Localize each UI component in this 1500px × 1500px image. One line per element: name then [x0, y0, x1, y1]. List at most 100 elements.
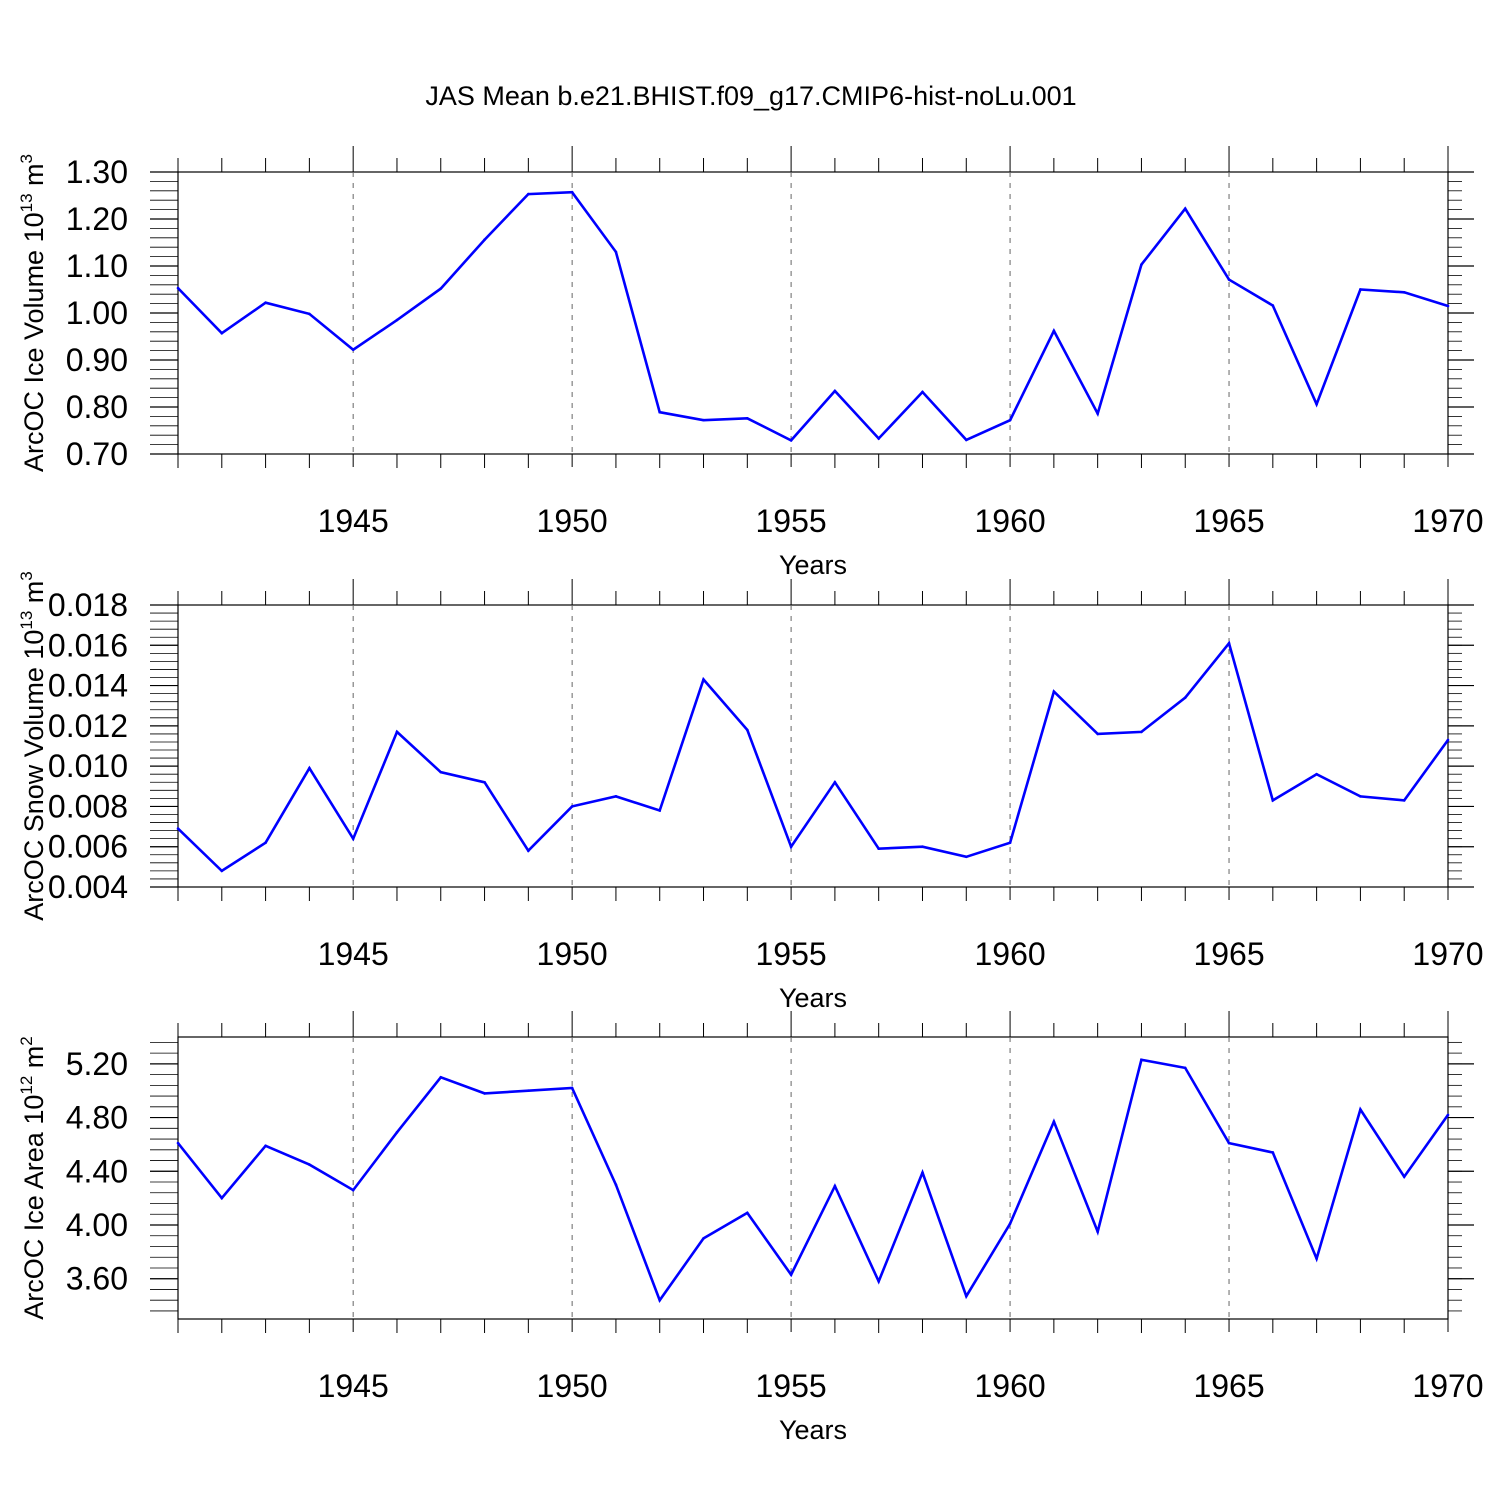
data-point [1140, 263, 1143, 266]
plot-frame [177, 604, 1449, 888]
panel-ice-area: 1945 1950 1955 1960 1965 1970 Years 3.60 4.00 4.4… [17, 1011, 1484, 1445]
x-tick-label: 1950 [537, 503, 608, 539]
data-point [746, 1211, 749, 1215]
data-point [1359, 795, 1362, 798]
data-point [570, 805, 574, 808]
data-point [439, 1075, 443, 1079]
data-point [1008, 418, 1012, 422]
x-tick-label: 1955 [756, 503, 827, 539]
data-point [833, 389, 837, 393]
x-tick-label: 1950 [537, 1368, 608, 1404]
data-point [877, 437, 880, 440]
panel-ice-volume: 1945 1950 1955 1960 1965 1970 Years 0.70 0.80 0.9… [17, 146, 1484, 580]
x-axis-label: Years [779, 1415, 847, 1445]
data-point [483, 238, 486, 241]
data-point [351, 348, 355, 351]
data-point [483, 780, 486, 784]
x-tick-label: 1955 [756, 1368, 827, 1404]
x-axis-label: Years [779, 983, 847, 1013]
y-tick-label: 0.80 [66, 389, 128, 425]
data-point [1052, 329, 1056, 333]
x-tick-label: 1965 [1193, 1368, 1264, 1404]
data-point [964, 1294, 968, 1298]
data-point [1315, 772, 1318, 776]
x-tick-label: 1955 [756, 936, 827, 972]
y-tick-label: 4.40 [66, 1153, 128, 1189]
data-point [1446, 304, 1450, 308]
plot-frame [177, 171, 1449, 455]
data-point [1271, 799, 1275, 802]
data-point [964, 855, 968, 859]
data-point [1183, 696, 1187, 699]
data-point [1183, 1066, 1187, 1070]
y-axis-label: ArcOC Snow Volume 1013 m3 [17, 571, 49, 921]
series-line [177, 640, 1450, 873]
data-point [483, 1092, 486, 1095]
data-point [439, 770, 443, 774]
x-tick-label: 1970 [1412, 1368, 1483, 1404]
x-axis-label: Years [779, 550, 847, 580]
plot-frame [177, 1036, 1449, 1320]
data-point [570, 1086, 574, 1090]
data-point [1315, 402, 1318, 406]
y-tick-label: 1.30 [66, 154, 128, 190]
data-point [921, 390, 924, 394]
data-point [1359, 288, 1362, 291]
data-point [789, 439, 793, 442]
data-point [308, 312, 311, 316]
x-tick-label: 1945 [318, 936, 389, 972]
x-tick-label: 1950 [537, 936, 608, 972]
data-point [351, 837, 355, 840]
y-tick-label: 0.014 [48, 668, 128, 704]
data-point [527, 849, 530, 853]
y-tick-label: 1.10 [66, 248, 128, 284]
data-point [1096, 412, 1099, 415]
data-point [220, 869, 224, 873]
y-tick-label: 0.004 [48, 869, 128, 905]
data-point [1096, 732, 1099, 736]
data-point [1446, 1113, 1450, 1117]
series-line [177, 190, 1449, 443]
data-point [220, 331, 224, 335]
chart-title: JAS Mean b.e21.BHIST.f09_g17.CMIP6-hist-… [425, 81, 1076, 111]
data-point [614, 795, 618, 798]
x-tick-label: 1970 [1412, 936, 1483, 972]
data-point [1052, 690, 1056, 693]
data-point [1096, 1230, 1099, 1234]
y-tick-label: 0.016 [48, 627, 128, 663]
y-tick-label: 0.010 [48, 748, 128, 784]
data-point [702, 678, 705, 681]
data-point [1446, 738, 1450, 742]
y-tick-label: 5.20 [66, 1046, 128, 1082]
data-point [1402, 291, 1406, 294]
data-point [395, 318, 399, 322]
data-point [1402, 1175, 1406, 1178]
data-point [921, 845, 924, 849]
x-tick-label: 1965 [1193, 503, 1264, 539]
data-point [746, 416, 749, 420]
y-tick-label: 0.90 [66, 342, 128, 378]
data-point [1271, 304, 1275, 307]
data-point [264, 301, 267, 304]
series-line [176, 1058, 1450, 1303]
data-point [264, 1144, 267, 1148]
data-point [1315, 1257, 1318, 1260]
y-tick-label: 0.012 [48, 708, 128, 744]
data-point [220, 1196, 224, 1200]
data-point [395, 1131, 399, 1134]
data-point [746, 728, 749, 732]
data-point [439, 287, 443, 290]
data-point [176, 1141, 180, 1145]
data-point [614, 250, 618, 254]
y-axis-label: ArcOC Ice Volume 1013 m3 [17, 154, 49, 472]
data-point [877, 1280, 880, 1283]
data-point [789, 1273, 793, 1276]
panel-snow-volume: 1945 1950 1955 1960 1965 1970 Years 0.004 0.006 0… [17, 571, 1484, 1013]
data-point [527, 192, 530, 196]
data-point [921, 1171, 924, 1174]
x-tick-label: 1945 [318, 503, 389, 539]
data-point [789, 845, 793, 849]
data-point [1183, 207, 1187, 210]
data-point [658, 809, 662, 812]
